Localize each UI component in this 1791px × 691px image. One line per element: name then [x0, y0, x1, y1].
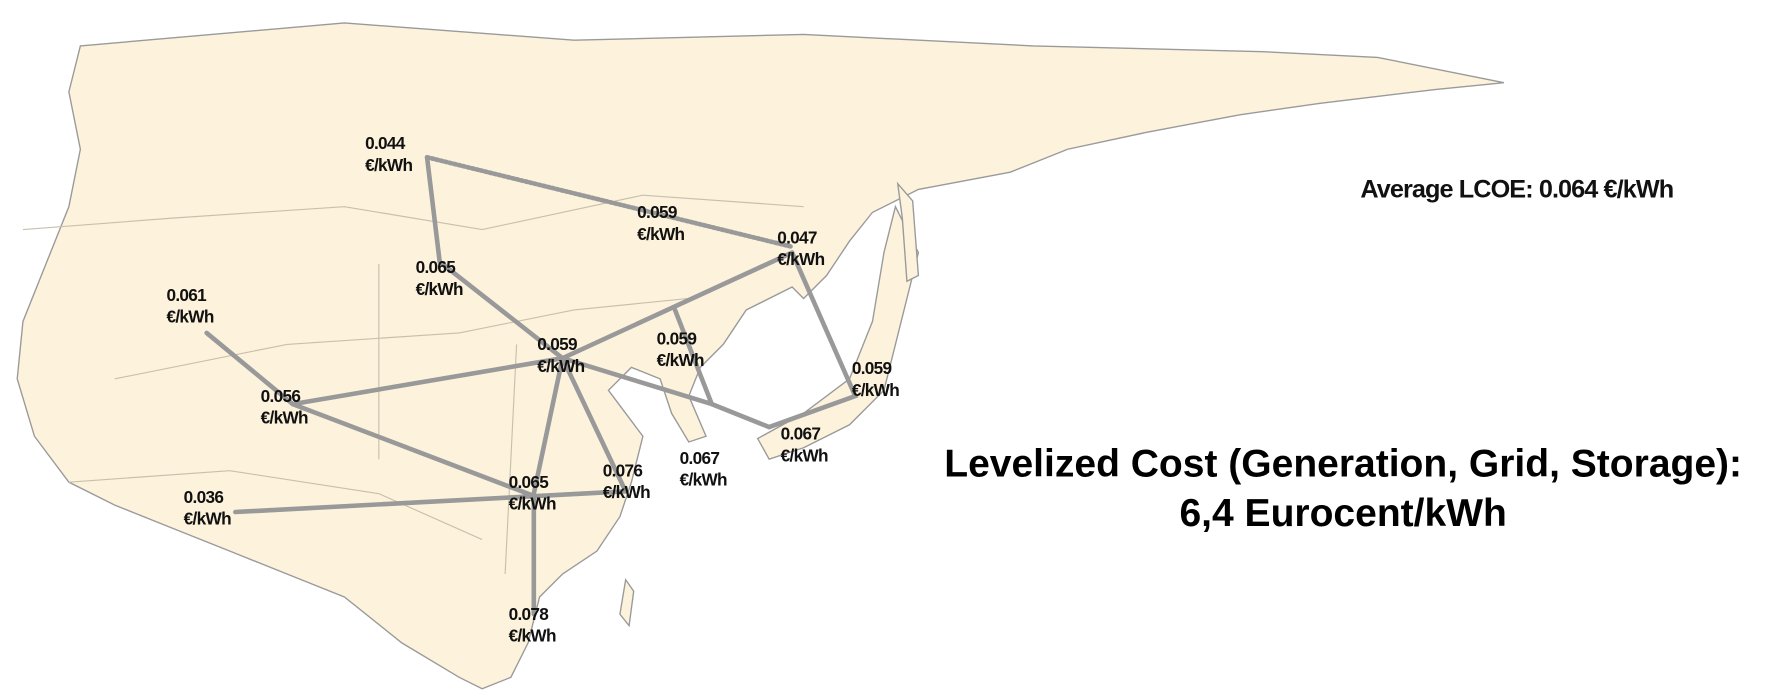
node-unit: €/kWh	[537, 356, 584, 376]
link	[560, 355, 628, 494]
node-unit: €/kWh	[777, 249, 824, 269]
node-value: 0.047	[777, 227, 817, 247]
node-unit: €/kWh	[166, 307, 213, 327]
node-unit: €/kWh	[184, 509, 231, 529]
taiwan	[619, 577, 635, 628]
link	[424, 154, 795, 250]
node-value: 0.076	[603, 460, 643, 480]
node-value: 0.059	[637, 202, 677, 222]
node-unit: €/kWh	[509, 626, 556, 646]
grid-links	[204, 154, 859, 617]
node-unit: €/kWh	[781, 445, 828, 465]
node-unit: €/kWh	[365, 155, 412, 175]
node-value: 0.059	[657, 328, 697, 348]
node-value: 0.067	[781, 424, 821, 444]
link	[290, 355, 565, 407]
link	[204, 330, 537, 499]
node-value: 0.059	[537, 334, 577, 354]
node-unit: €/kWh	[657, 350, 704, 370]
headline-line1: Levelized Cost (Generation, Grid, Storag…	[944, 442, 1742, 485]
node-value: 0.056	[261, 386, 301, 406]
node-unit: €/kWh	[261, 408, 308, 428]
borders	[22, 194, 804, 575]
link	[531, 355, 565, 496]
node-value: 0.059	[852, 358, 892, 378]
link	[560, 355, 772, 430]
node-unit: €/kWh	[680, 470, 727, 490]
link	[672, 307, 715, 407]
sakhalin	[896, 181, 920, 283]
node-unit: €/kWh	[603, 482, 650, 502]
link	[233, 489, 628, 515]
average-lcoe: Average LCOE: 0.064 €/kWh	[1360, 175, 1673, 203]
node-value: 0.078	[509, 604, 550, 624]
mainland	[16, 22, 1505, 690]
node-value: 0.044	[365, 133, 406, 153]
node-value: 0.067	[680, 448, 720, 468]
node-value: 0.065	[509, 472, 550, 492]
node-value: 0.036	[184, 487, 224, 507]
node-unit: €/kWh	[416, 279, 463, 299]
node-value: 0.065	[416, 257, 457, 277]
node-unit: €/kWh	[509, 494, 556, 514]
japan	[756, 204, 920, 461]
link	[766, 250, 859, 430]
node-unit: €/kWh	[852, 380, 899, 400]
link	[424, 154, 565, 361]
link	[560, 250, 795, 361]
node-unit: €/kWh	[637, 224, 684, 244]
headline-line2: 6,4 Eurocent/kWh	[1179, 492, 1506, 535]
node-value: 0.061	[166, 285, 207, 305]
